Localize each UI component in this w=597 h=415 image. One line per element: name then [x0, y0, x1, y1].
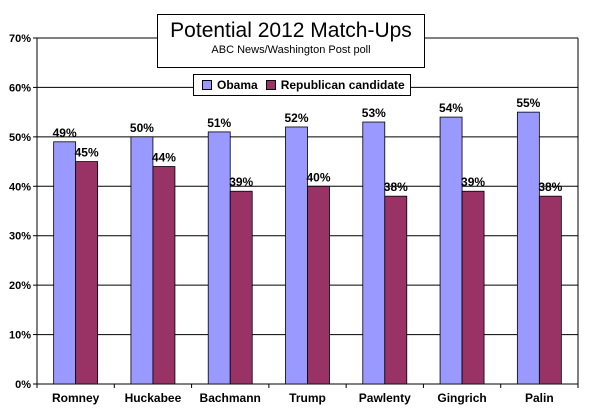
legend-item-obama: Obama — [202, 78, 258, 92]
bar-obama — [207, 131, 231, 385]
legend-item-republican: Republican candidate — [265, 78, 405, 92]
bar-republican — [461, 190, 485, 385]
x-category-label: Bachmann — [200, 391, 261, 405]
axes: 0% 10% 20% 30% 40% 50% 60% 70% — [9, 33, 579, 391]
bar-obama — [285, 126, 308, 385]
legend-label-republican: Republican candidate — [280, 78, 405, 92]
data-label-obama: 50% — [130, 121, 154, 135]
data-label-obama: 51% — [207, 116, 231, 130]
y-tick-label: 70% — [9, 33, 31, 45]
y-tick-label: 50% — [9, 132, 31, 144]
y-tick-label: 30% — [9, 231, 31, 243]
data-label-obama: 49% — [53, 126, 77, 140]
bar-republican — [75, 161, 99, 385]
data-label-republican: 38% — [538, 180, 562, 194]
legend-swatch-obama — [202, 80, 212, 90]
bar-obama — [53, 141, 77, 385]
bar-republican — [384, 195, 408, 385]
bar-obama — [439, 116, 463, 385]
y-tick-label: 60% — [9, 82, 31, 94]
legend: Obama Republican candidate — [193, 74, 411, 96]
x-category-label: Pawlenty — [359, 391, 411, 405]
y-tick-label: 20% — [9, 280, 31, 292]
data-label-obama: 53% — [362, 106, 386, 120]
data-label-obama: 55% — [516, 96, 540, 110]
chart-subtitle: ABC News/Washington Post poll — [211, 44, 371, 56]
data-label-republican: 39% — [461, 175, 485, 189]
x-category-label: Trump — [289, 391, 326, 405]
bar-republican — [538, 195, 562, 385]
bar-obama — [516, 111, 540, 385]
data-label-republican: 45% — [75, 146, 99, 160]
data-label-obama: 52% — [284, 111, 308, 125]
x-category-label: Romney — [52, 391, 100, 405]
y-tick-label: 40% — [9, 181, 31, 193]
data-label-obama: 54% — [439, 101, 463, 115]
chart-title-box: Potential 2012 Match-Ups ABC News/Washin… — [157, 14, 425, 68]
bar-obama — [130, 136, 154, 385]
legend-label-obama: Obama — [217, 78, 258, 92]
data-label-republican: 40% — [306, 170, 330, 184]
legend-swatch-republican — [265, 80, 276, 90]
y-tick-label: 10% — [9, 330, 31, 342]
data-label-republican: 38% — [384, 180, 408, 194]
bars — [53, 111, 562, 385]
labels: Romney 49% 45% Huckabee 50% 44% Bachmann 51% 39%… — [52, 96, 563, 405]
bar-republican — [307, 185, 330, 385]
bar-republican — [152, 166, 176, 385]
x-category-label: Gingrich — [437, 391, 486, 405]
data-label-republican: 44% — [152, 151, 176, 165]
bar-obama — [362, 121, 386, 385]
x-category-label: Palin — [525, 391, 554, 405]
data-label-republican: 39% — [229, 175, 253, 189]
chart-title: Potential 2012 Match-Ups — [170, 19, 412, 42]
x-category-label: Huckabee — [125, 391, 182, 405]
y-tick-label: 0% — [15, 379, 31, 391]
bar-republican — [229, 190, 253, 385]
